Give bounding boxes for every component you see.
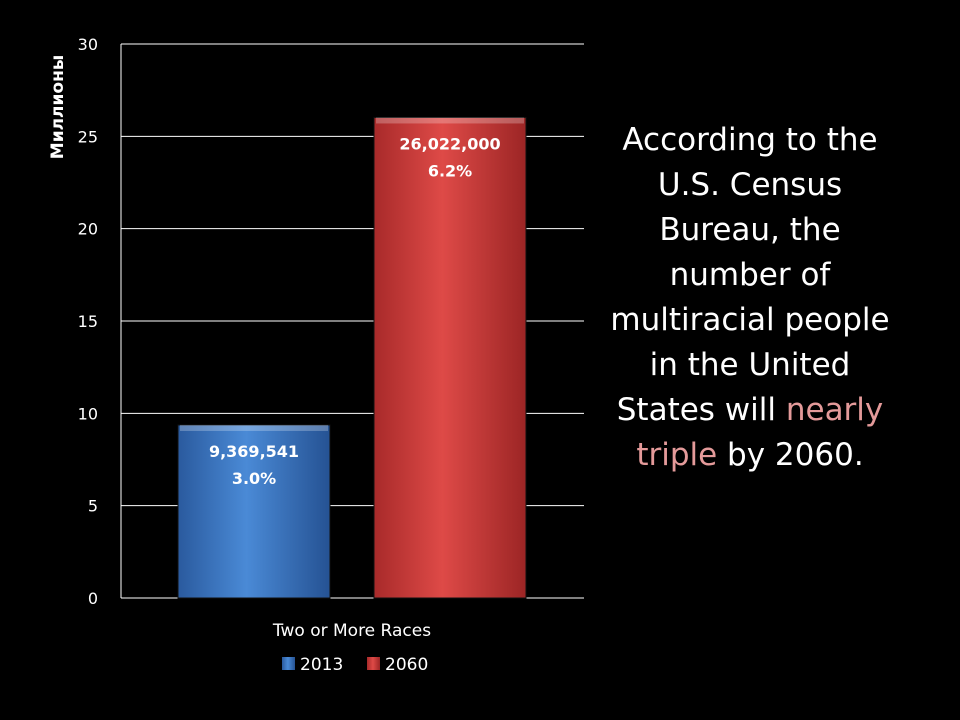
- bar-highlight: [180, 424, 328, 431]
- y-tick-label: 5: [88, 497, 98, 516]
- y-axis-label: Миллионы: [48, 55, 68, 159]
- bar-chart: 0 5 10 15 20 25 30 Миллионы 9,369,541 3.0% 26,02…: [48, 35, 584, 675]
- legend-label-2060: 2060: [385, 655, 428, 675]
- y-axis-ticks: 0 5 10 15 20 25 30: [78, 35, 98, 608]
- legend-label-2013: 2013: [300, 655, 343, 675]
- y-tick-label: 0: [88, 589, 98, 608]
- data-label-value: 9,369,541: [209, 442, 299, 461]
- annotation-text-start: According to the U.S. Census Bureau, the…: [610, 122, 890, 428]
- legend-swatch-2060: [367, 657, 380, 670]
- bar-2060: [373, 116, 527, 599]
- legend-swatch-2013: [282, 657, 295, 670]
- y-tick-label: 15: [78, 312, 98, 331]
- data-label-percent: 6.2%: [428, 161, 472, 180]
- y-tick-label: 25: [78, 127, 98, 146]
- bars: [177, 116, 527, 599]
- annotation-highlight: nearly triple: [636, 392, 884, 473]
- bar-highlight: [376, 117, 524, 124]
- y-tick-label: 30: [78, 35, 98, 54]
- bar-2013: [177, 424, 331, 599]
- annotation-text: According to the U.S. Census Bureau, the…: [600, 118, 900, 478]
- y-tick-label: 10: [78, 404, 98, 423]
- data-label-percent: 3.0%: [232, 469, 276, 488]
- y-tick-label: 20: [78, 220, 98, 239]
- data-labels: 9,369,541 3.0% 26,022,000 6.2%: [209, 134, 501, 488]
- x-axis-category-label: Two or More Races: [272, 621, 431, 641]
- data-label-value: 26,022,000: [399, 134, 500, 153]
- annotation-text-end: by 2060.: [717, 437, 864, 473]
- legend: 2013 2060: [282, 655, 428, 675]
